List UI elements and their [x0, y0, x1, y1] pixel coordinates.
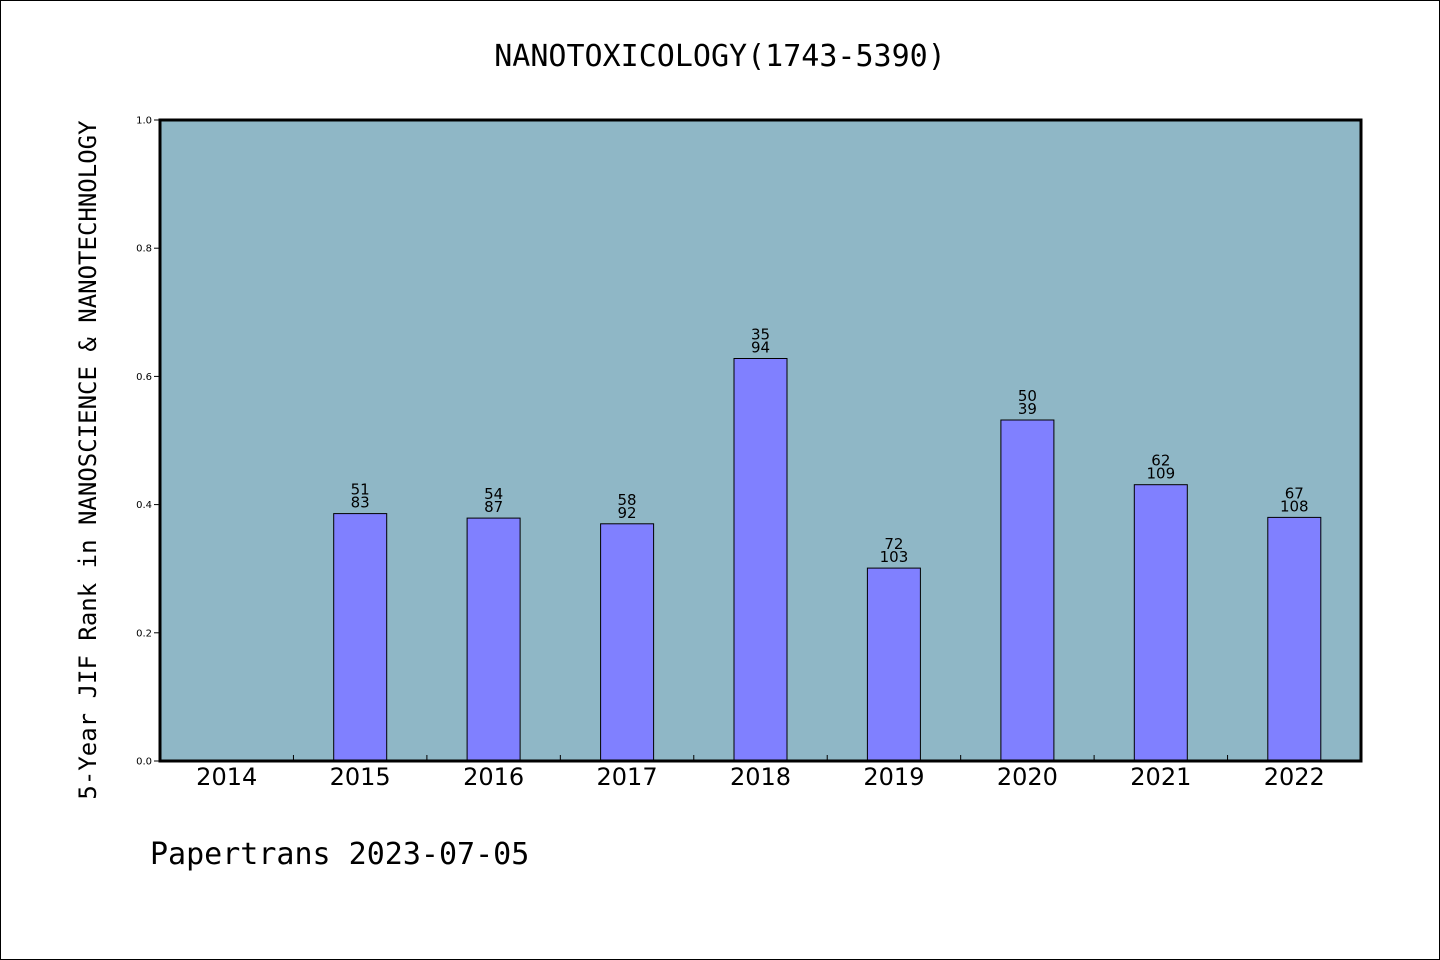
bar-label-total-2021: 109	[1147, 465, 1176, 483]
x-tick-label-2020: 2020	[997, 763, 1058, 791]
bar-2017	[600, 523, 655, 762]
x-tick-label-2015: 2015	[330, 763, 391, 791]
bar-label-rank-2017: 58	[618, 491, 637, 509]
bar-2018	[733, 358, 788, 762]
bar-label-total-2022: 108	[1280, 497, 1309, 515]
bar-2021	[1133, 484, 1188, 762]
y-tick-label-0.4: 0.4	[136, 500, 152, 511]
bar-label-rank-2018: 35	[751, 326, 770, 344]
footer-credit: Papertrans 2023-07-05	[150, 837, 529, 872]
x-tick-label-2017: 2017	[597, 763, 658, 791]
bar-label-total-2018: 94	[751, 339, 770, 357]
plot-border	[158, 118, 1363, 763]
bar-label-total-2016: 87	[484, 498, 503, 516]
x-ticks: 2014 2015 2016 2017 2018 2019 2020 2021 2022	[196, 755, 1325, 791]
bar-2016	[466, 517, 521, 762]
bar-label-total-2017: 92	[618, 504, 637, 522]
bar-2022	[1267, 516, 1322, 762]
y-axis-label: 5-Year JIF Rank in NANOSCIENCE & NANOTEC…	[74, 120, 102, 800]
bar-2020	[1000, 419, 1055, 762]
bar-label-total-2020: 39	[1018, 400, 1037, 418]
x-tick-label-2019: 2019	[863, 763, 924, 791]
x-tick-label-2022: 2022	[1264, 763, 1325, 791]
bar-label-total-2015: 83	[351, 494, 370, 512]
bar-label-rank-2022: 67	[1285, 484, 1304, 502]
y-tick-label-0.6: 0.6	[136, 372, 152, 383]
y-ticks: 0.0 0.2 0.4 0.6 0.8 1.0	[136, 116, 160, 768]
y-tick-label-1.0: 1.0	[136, 116, 152, 127]
bar-label-total-2019: 103	[880, 548, 909, 566]
x-tick-label-2018: 2018	[730, 763, 791, 791]
x-tick-label-2016: 2016	[463, 763, 524, 791]
bar-label-rank-2021: 62	[1151, 452, 1170, 470]
bar-label-rank-2016: 54	[484, 485, 503, 503]
y-tick-label-0.8: 0.8	[136, 244, 152, 255]
bar-label-rank-2019: 72	[884, 535, 903, 553]
bar-label-rank-2020: 50	[1018, 387, 1037, 405]
x-tick-label-2014: 2014	[196, 763, 257, 791]
bars	[333, 358, 1322, 762]
y-tick-label-0.2: 0.2	[136, 628, 152, 639]
x-tick-label-2021: 2021	[1130, 763, 1191, 791]
bar-label-rank-2015: 51	[351, 481, 370, 499]
bar-2019	[866, 567, 921, 762]
chart-title: NANOTOXICOLOGY(1743-5390)	[494, 39, 946, 74]
y-tick-label-0.0: 0.0	[136, 757, 152, 768]
bar-2015	[333, 513, 388, 762]
